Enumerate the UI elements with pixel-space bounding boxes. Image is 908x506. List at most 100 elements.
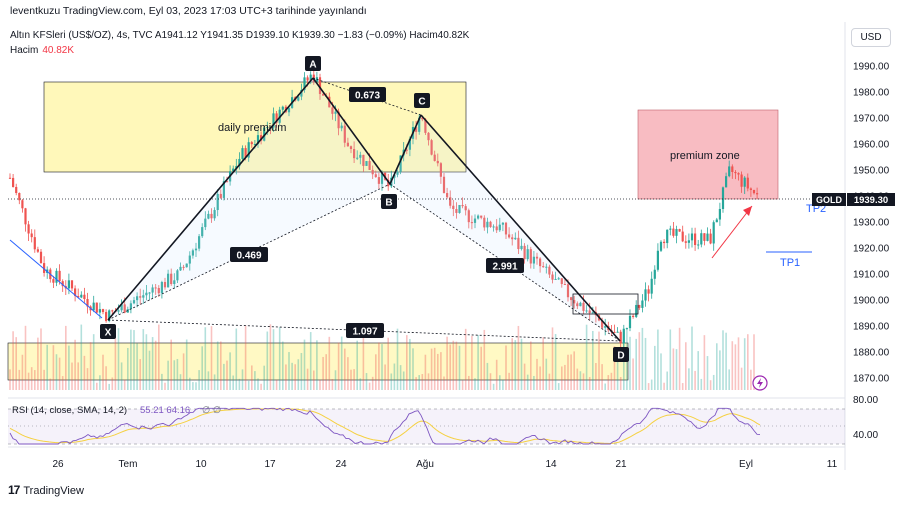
volume-bar: [681, 383, 684, 390]
cd-leg: [420, 114, 621, 342]
price-tick-label: 1990.00: [853, 62, 890, 73]
volume-bar: [644, 337, 647, 390]
candle-body: [142, 295, 145, 298]
xab-triangle: [108, 78, 390, 320]
candle-body: [362, 154, 365, 166]
rsi-extra: ∅ ∅: [202, 405, 221, 416]
tradingview-logo[interactable]: 17 TradingView: [8, 483, 84, 497]
candle-body: [30, 233, 33, 238]
candle-body: [653, 269, 656, 279]
volume-bar: [43, 369, 45, 390]
candle-body: [353, 149, 356, 159]
candle-body: [632, 315, 635, 317]
candle-body: [86, 299, 89, 307]
time-tick-label: Ağu: [416, 459, 434, 470]
rsi-line: [9, 407, 761, 445]
volume-bar: [619, 377, 622, 390]
volume-bar: [660, 353, 662, 390]
candle-body: [694, 233, 697, 246]
candle-body: [334, 111, 337, 114]
rsi-tick-40: 40.00: [853, 430, 878, 441]
volume-bar: [123, 379, 126, 390]
volume-bar: [40, 328, 42, 390]
candle-body: [365, 161, 368, 166]
volume-bar: [517, 325, 520, 390]
candle-body: [408, 138, 411, 150]
point-c-marker: C: [414, 93, 430, 108]
candle-body: [585, 310, 588, 312]
volume-bar: [406, 335, 408, 390]
volume-bar: [381, 344, 383, 390]
candle-body: [117, 310, 120, 312]
volume-bar: [316, 340, 318, 390]
volume-bar: [691, 326, 693, 390]
volume-bar: [309, 332, 312, 390]
volume-bar: [58, 357, 61, 390]
volume-bar: [130, 329, 132, 390]
volume-bar: [737, 337, 740, 390]
time-axis[interactable]: 26 Tem 10 17 24 Ağu 14 21 Eyl 11: [52, 459, 837, 470]
candle-body: [619, 331, 622, 344]
volume-bar: [275, 380, 278, 390]
candle-body: [387, 179, 390, 187]
volume-bar: [567, 354, 569, 390]
candle-body: [663, 241, 666, 244]
volume-bar: [561, 366, 563, 390]
candle-body: [656, 250, 659, 270]
lightning-icon[interactable]: [752, 375, 768, 391]
volume-bar: [486, 362, 489, 390]
volume-bar: [734, 344, 737, 390]
volume-bar: [306, 368, 309, 390]
volume-bar: [207, 371, 210, 390]
candle-body: [188, 255, 191, 264]
range-box: [572, 293, 639, 315]
candle-body: [241, 148, 244, 159]
volume-bar: [415, 377, 417, 390]
candle-body: [160, 281, 163, 294]
candle-body: [176, 270, 179, 281]
volume-bar: [641, 327, 644, 390]
volume-bar: [592, 330, 594, 390]
volume-bar: [282, 341, 284, 390]
volume-bar: [204, 327, 207, 390]
volume-bar: [464, 328, 467, 390]
volume-bar: [80, 324, 83, 390]
volume-bar: [27, 372, 30, 390]
candle-body: [628, 315, 632, 329]
candle-body: [222, 181, 225, 198]
volume-bar: [319, 379, 321, 390]
volume-bar: [12, 331, 14, 390]
volume-bar: [89, 342, 92, 390]
candle-body: [427, 132, 430, 141]
volume-bar: [133, 330, 135, 390]
time-tick-label: 24: [335, 459, 347, 470]
candle-body: [430, 140, 433, 155]
candle-body: [557, 278, 560, 280]
candle-body: [749, 188, 752, 190]
candle-body: [120, 304, 123, 311]
candle-body: [641, 300, 644, 308]
tv-logo-icon: 17: [8, 483, 20, 497]
volume-bar: [145, 334, 148, 390]
volume-bar: [68, 345, 70, 390]
candle-body: [635, 304, 638, 317]
currency-button[interactable]: USD: [851, 28, 891, 47]
ratio-xd-marker: 1.097: [346, 323, 384, 338]
candle-body: [272, 113, 275, 128]
price-axis[interactable]: 1990.001980.001970.001960.001950.001940.…: [853, 62, 890, 385]
candle-body: [322, 94, 325, 96]
volume-bar: [399, 365, 402, 390]
candle-body: [613, 331, 616, 333]
candle-body: [108, 310, 111, 322]
volume-bar: [356, 340, 358, 390]
volume-bar: [154, 340, 157, 390]
candle-body: [340, 125, 343, 129]
volume-bar: [30, 367, 33, 390]
volume-bar: [120, 362, 123, 390]
volume-bar: [650, 379, 653, 390]
candle-body: [346, 142, 349, 147]
volume-bar: [9, 369, 11, 390]
price-chart[interactable]: daily premium premium zone TP2 TP1 X A B…: [0, 0, 908, 470]
price-tick-label: 1910.00: [853, 270, 890, 281]
volume-bar: [731, 341, 734, 390]
